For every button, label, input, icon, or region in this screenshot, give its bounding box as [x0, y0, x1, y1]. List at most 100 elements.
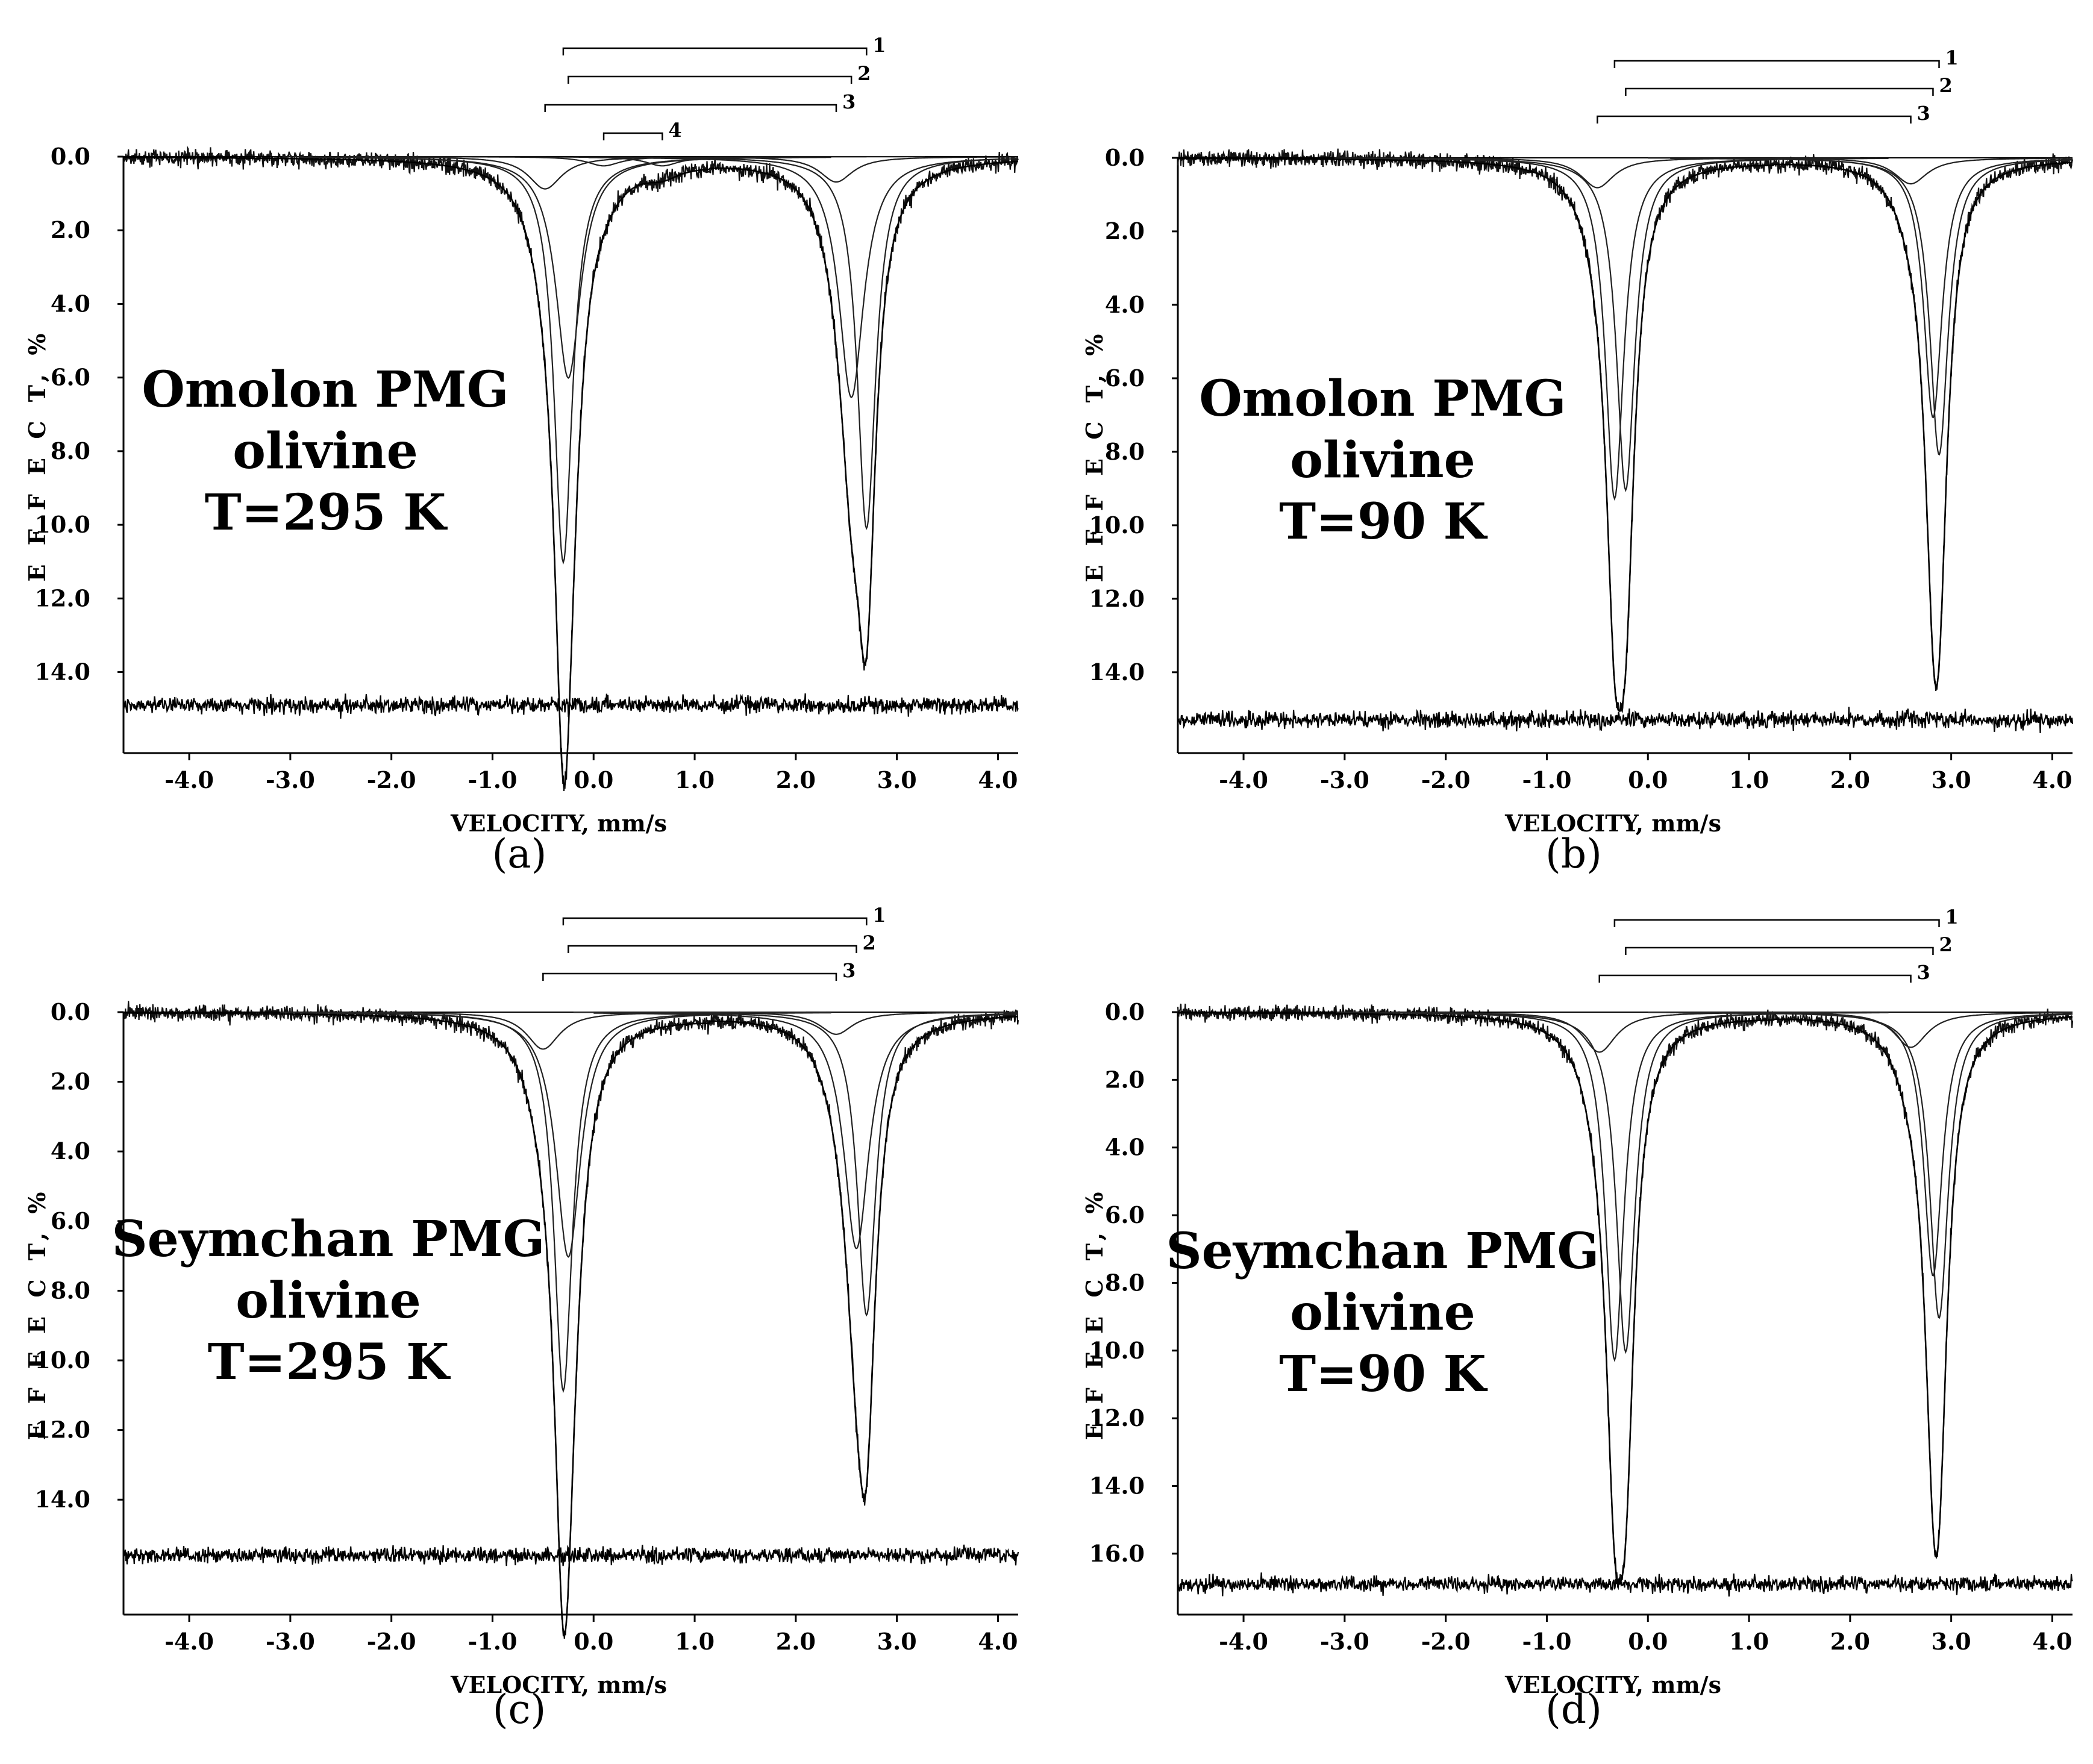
component-2-line-2 [588, 157, 1018, 399]
x-tick-label: -4.0 [1219, 1628, 1268, 1655]
stick-bar-label: 2 [857, 62, 871, 85]
y-tick-label: 10.0 [1089, 511, 1145, 539]
x-tick-label: -2.0 [1421, 1628, 1471, 1655]
x-tick-label: 1.0 [675, 766, 715, 793]
stick-bar-2 [1625, 946, 1934, 955]
y-tick-label: 10.0 [34, 511, 90, 538]
stick-bar-label: 2 [863, 931, 876, 954]
stick-bar-label: 3 [1917, 102, 1930, 125]
total-fit-envelope [124, 1012, 1019, 1636]
sample-label: Omolon PMG [1199, 370, 1566, 428]
residual-series [1177, 1572, 2073, 1597]
x-tick-label: -4.0 [164, 1628, 214, 1655]
x-tick-label: -1.0 [1522, 1628, 1572, 1655]
stick-bar-1 [1613, 919, 1940, 927]
stick-bar-label: 4 [668, 119, 681, 142]
stick-bar-label: 1 [1945, 905, 1959, 928]
x-tick-label: -2.0 [367, 766, 416, 793]
stick-bar-label: 3 [1917, 961, 1930, 984]
sample-label: olivine [236, 1272, 421, 1330]
y-tick-label: 2.0 [1105, 1066, 1145, 1093]
x-tick-label: 3.0 [1932, 1628, 1971, 1655]
panel-b: -4.0 -3.0 -2.0 -1.0 0.0 1.0 2.0 3.0 4.0 0.0 2.0 4.0… [1081, 46, 2074, 877]
sample-label: T=295 K [208, 1333, 451, 1391]
x-tick-label: 2.0 [776, 1628, 816, 1655]
stick-bar-4 [602, 132, 663, 140]
component-2-line-2 [1670, 1012, 2073, 1277]
stick-bar-2 [568, 75, 853, 84]
stick-bar-2 [568, 945, 857, 953]
sample-label: olivine [1290, 1284, 1475, 1342]
x-tick-label: 1.0 [1729, 766, 1769, 793]
stick-bar-label: 2 [1939, 933, 1952, 956]
x-tick-label: -4.0 [164, 766, 214, 793]
sample-label: T=90 K [1279, 1345, 1488, 1403]
y-tick-label: 6.0 [51, 364, 90, 391]
x-axis-title: VELOCITY, mm/s [450, 810, 667, 837]
x-axis-title: VELOCITY, mm/s [1504, 1671, 1721, 1698]
x-tick-label: 0.0 [1628, 1628, 1668, 1655]
y-tick-label: 12.0 [1089, 585, 1145, 612]
component-3-line-1 [280, 1012, 806, 1050]
y-tick-label: 12.0 [34, 584, 90, 611]
stick-bar-label: 1 [1945, 46, 1959, 69]
stick-bar-2 [1625, 87, 1934, 96]
component-1-line-2 [1676, 157, 2073, 456]
y-tick-label: 14.0 [34, 658, 90, 686]
x-tick-label: 3.0 [877, 1628, 917, 1655]
y-tick-label: 2.0 [51, 1068, 90, 1095]
stick-bar-label: 3 [842, 959, 856, 982]
y-axis-title: E F F E C T, % [23, 328, 51, 582]
x-tick-label: 0.0 [574, 1628, 613, 1655]
y-tick-label: 12.0 [34, 1416, 90, 1443]
y-tick-label: 4.0 [51, 1137, 90, 1165]
x-axis-title: VELOCITY, mm/s [450, 1671, 667, 1698]
x-tick-label: -1.0 [468, 766, 518, 793]
sample-label: T=295 K [205, 484, 448, 542]
panel-caption: (d) [1545, 1686, 1602, 1733]
x-tick-label: 4.0 [2032, 766, 2072, 793]
sample-label: T=90 K [1279, 493, 1488, 551]
y-tick-label: 6.0 [51, 1207, 90, 1234]
y-axis-title: E F F E C T, % [1081, 1187, 1108, 1440]
x-tick-label: 4.0 [2032, 1628, 2072, 1655]
y-tick-label: 0.0 [1105, 998, 1145, 1025]
residual-series [122, 693, 1019, 719]
y-tick-label: 10.0 [34, 1346, 90, 1374]
component-3-line-2 [573, 156, 1018, 183]
component-3-line-2 [1648, 1012, 2073, 1048]
sample-label: olivine [1290, 431, 1475, 489]
stick-bar-label: 3 [842, 90, 856, 113]
component-1-line-2 [1676, 1012, 2073, 1319]
y-tick-label: 14.0 [34, 1486, 90, 1513]
x-tick-label: 2.0 [776, 766, 816, 793]
y-tick-label: 8.0 [1105, 438, 1145, 465]
component-3-line-2 [1648, 157, 2073, 185]
x-tick-label: -1.0 [1522, 766, 1572, 793]
component-2-line-2 [1670, 157, 2073, 419]
y-tick-label: 0.0 [1105, 144, 1145, 171]
stick-bar-3 [544, 104, 837, 112]
residual-series [1177, 707, 2074, 733]
x-tick-label: -3.0 [1320, 766, 1369, 793]
x-tick-label: 2.0 [1830, 1628, 1870, 1655]
y-tick-label: 12.0 [1089, 1404, 1145, 1431]
x-tick-label: -1.0 [468, 1628, 518, 1655]
x-tick-label: 1.0 [1729, 1628, 1769, 1655]
y-tick-label: 10.0 [1089, 1337, 1145, 1364]
x-tick-label: 4.0 [978, 766, 1018, 793]
stick-bar-3 [542, 972, 837, 981]
y-tick-label: 2.0 [1105, 217, 1145, 245]
x-tick-label: 4.0 [978, 1628, 1018, 1655]
panel-d: -4.0 -3.0 -2.0 -1.0 0.0 1.0 2.0 3.0 4.0 0.0 2.0 4.0… [1081, 905, 2074, 1733]
y-tick-label: 0.0 [51, 998, 90, 1025]
stick-bar-3 [1598, 974, 1912, 983]
x-tick-label: 3.0 [1932, 766, 1971, 793]
total-fit-envelope [1178, 157, 2073, 712]
y-tick-label: 6.0 [1105, 364, 1145, 392]
sample-label: Seymchan PMG [1166, 1222, 1599, 1280]
experimental-data-series [1177, 148, 2074, 713]
x-tick-label: -3.0 [266, 1628, 315, 1655]
panel-a: -4.0 -3.0 -2.0 -1.0 0.0 1.0 2.0 3.0 4.0 0.0 2.0 4.0… [23, 34, 1019, 877]
